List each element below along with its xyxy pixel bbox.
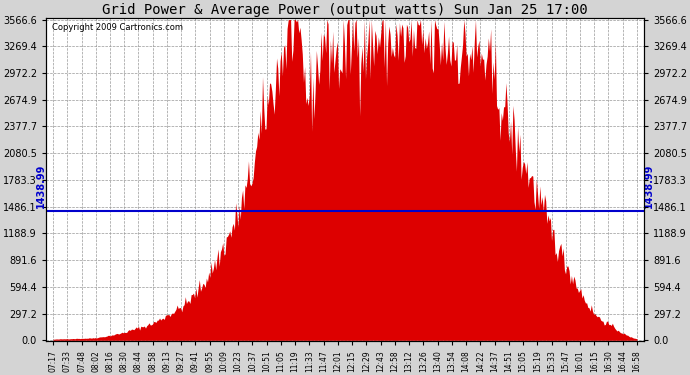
Title: Grid Power & Average Power (output watts) Sun Jan 25 17:00: Grid Power & Average Power (output watts…: [102, 3, 588, 17]
Text: 1438.99: 1438.99: [36, 164, 46, 208]
Text: Copyright 2009 Cartronics.com: Copyright 2009 Cartronics.com: [52, 23, 183, 32]
Text: 1438.99: 1438.99: [644, 164, 654, 208]
